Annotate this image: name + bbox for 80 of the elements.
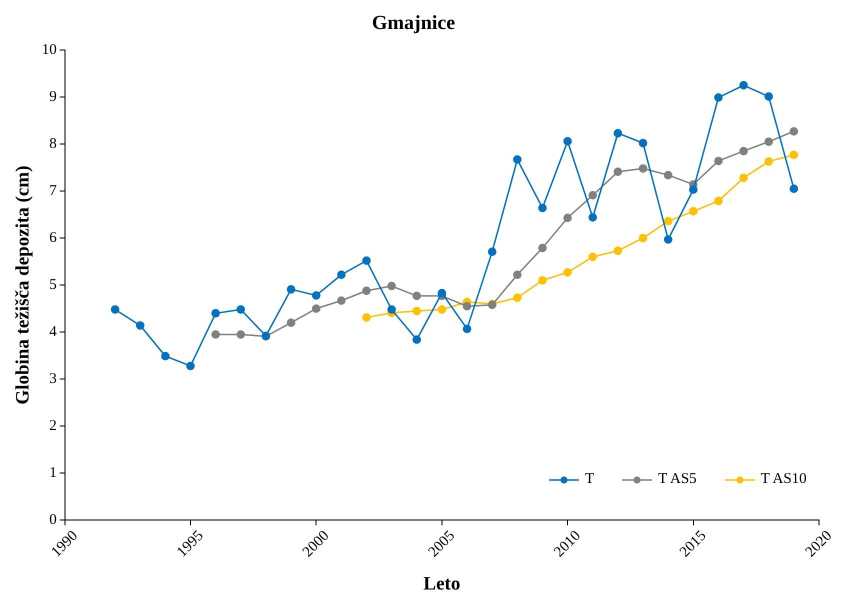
point [764, 92, 773, 101]
point [538, 204, 547, 212]
point [312, 304, 320, 313]
chart-title: Gmajnice [372, 12, 456, 34]
point [764, 137, 773, 146]
point [412, 292, 422, 300]
y-tick-label: 3 [49, 371, 57, 388]
point [211, 330, 220, 339]
point [739, 174, 748, 182]
point [236, 330, 246, 339]
point [588, 252, 597, 262]
point [387, 305, 396, 314]
point [614, 128, 622, 138]
y-tick-label: 2 [49, 418, 57, 434]
point [614, 246, 622, 256]
point [563, 268, 572, 277]
point [337, 296, 346, 305]
point [362, 256, 371, 265]
y-axis-title: Globina težišča depozita (cm) [12, 166, 34, 405]
point [186, 362, 195, 370]
point [387, 282, 396, 290]
point [161, 352, 170, 360]
point [438, 288, 446, 298]
point [614, 168, 622, 176]
point [362, 313, 371, 322]
legend-label: T AS10 [760, 471, 807, 488]
y-tick-label: 8 [49, 136, 57, 152]
point [286, 285, 296, 294]
y-tick-label: 7 [49, 182, 58, 199]
point [790, 184, 798, 193]
y-tick-label: 1 [49, 465, 57, 482]
y-tick-label: 6 [49, 230, 58, 246]
y-tick-label: 9 [49, 88, 57, 105]
point [739, 81, 748, 90]
legend-label: T AS5 [658, 471, 697, 488]
point [638, 164, 648, 173]
point [412, 306, 422, 316]
point [563, 214, 572, 222]
point [462, 302, 472, 311]
point [638, 234, 648, 242]
point [211, 309, 220, 318]
point [538, 244, 547, 252]
point [739, 146, 748, 156]
point [689, 207, 698, 216]
y-tick-label: 10 [42, 42, 57, 58]
point [513, 294, 522, 302]
legend-label: T [585, 471, 594, 488]
point [110, 305, 120, 314]
point [337, 270, 346, 280]
point [286, 318, 296, 327]
point [462, 324, 472, 334]
y-tick-label: 4 [49, 324, 58, 340]
point [513, 155, 522, 164]
point [513, 270, 522, 280]
point [236, 305, 246, 314]
point [790, 127, 798, 136]
point [588, 191, 597, 200]
point [790, 150, 798, 160]
point [312, 291, 320, 300]
point [714, 156, 723, 166]
point [362, 286, 371, 295]
point [664, 216, 672, 226]
x-tick-label: 1990 [48, 528, 82, 560]
point [438, 305, 446, 314]
point [538, 276, 547, 285]
point [664, 170, 672, 180]
point [412, 335, 422, 344]
point [638, 138, 648, 148]
point [563, 136, 572, 146]
point [714, 196, 723, 206]
y-tick-label: 0 [49, 512, 57, 528]
point [689, 185, 698, 194]
y-tick-label: 5 [49, 277, 57, 294]
point [588, 213, 597, 222]
x-axis-title: Leto [423, 574, 460, 595]
point [488, 247, 496, 256]
point [136, 321, 144, 330]
point [664, 235, 672, 244]
point [714, 93, 723, 102]
point [764, 157, 773, 166]
